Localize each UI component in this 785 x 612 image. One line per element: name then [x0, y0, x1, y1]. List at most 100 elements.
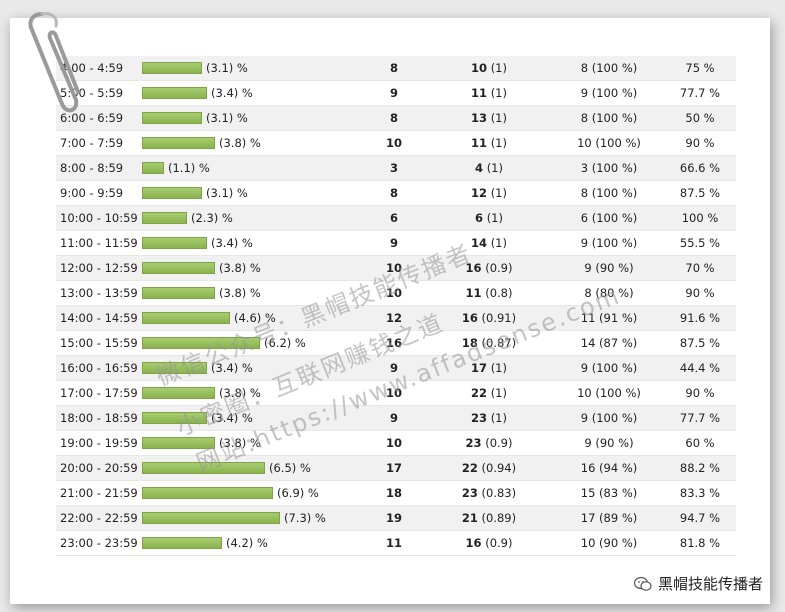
share-percent-label: (4.2) % [226, 536, 268, 550]
table-row: 12:00 - 12:59 (3.8) % 10 16 (0.9) 9 (90 %) 70… [56, 255, 736, 281]
time-range-cell: 20:00 - 20:59 [56, 455, 142, 481]
pages-cell: 17 (1) [424, 355, 554, 381]
time-range-cell: 19:00 - 19:59 [56, 430, 142, 456]
pages-note: (1) [490, 86, 507, 100]
pages-cell: 22 (1) [424, 380, 554, 406]
bounce-rate-cell: 87.5 % [664, 180, 736, 206]
share-percent-label: (3.4) % [211, 236, 253, 250]
visits-cell: 8 [364, 105, 424, 131]
visits-cell: 16 [364, 330, 424, 356]
pages-value: 21 [461, 511, 478, 525]
share-bar [142, 312, 230, 324]
bounce-rate-cell: 87.5 % [664, 330, 736, 356]
pages-cell: 4 (1) [424, 155, 554, 181]
visits-cell: 11 [364, 530, 424, 556]
share-bar [142, 387, 215, 399]
visits-cell: 9 [364, 355, 424, 381]
table-row: 18:00 - 18:59 (3.4) % 9 23 (1) 9 (100 %) 77.7… [56, 405, 736, 431]
time-range-cell: 17:00 - 17:59 [56, 380, 142, 406]
pages-cell: 11 (1) [424, 130, 554, 156]
share-percent-label: (1.1) % [168, 161, 210, 175]
pages-value: 13 [471, 111, 488, 125]
share-cell: (3.1) % [142, 105, 364, 131]
bounce-rate-cell: 90 % [664, 280, 736, 306]
pages-note: (0.87) [481, 336, 517, 350]
new-visits-cell: 10 (100 %) [554, 130, 664, 156]
visits-cell: 17 [364, 455, 424, 481]
bounce-rate-cell: 100 % [664, 205, 736, 231]
pages-note: (1) [486, 211, 503, 225]
pages-note: (1) [490, 136, 507, 150]
table-row: 8:00 - 8:59 (1.1) % 3 4 (1) 3 (100 %) 66.6 % [56, 155, 736, 181]
visits-cell: 8 [364, 56, 424, 81]
time-range-cell: 7:00 - 7:59 [56, 130, 142, 156]
table-row: 10:00 - 10:59 (2.3) % 6 6 (1) 6 (100 %) 100 % [56, 205, 736, 231]
new-visits-cell: 9 (90 %) [554, 430, 664, 456]
pages-cell: 14 (1) [424, 230, 554, 256]
new-visits-cell: 8 (80 %) [554, 280, 664, 306]
share-cell: (6.5) % [142, 455, 364, 481]
time-range-cell: 13:00 - 13:59 [56, 280, 142, 306]
share-bar [142, 137, 215, 149]
pages-cell: 23 (0.83) [424, 480, 554, 506]
pages-value: 23 [465, 436, 482, 450]
time-range-cell: 15:00 - 15:59 [56, 330, 142, 356]
new-visits-cell: 17 (89 %) [554, 505, 664, 531]
pages-note: (0.94) [481, 461, 517, 475]
table-row: 19:00 - 19:59 (3.8) % 10 23 (0.9) 9 (90 %) 60… [56, 430, 736, 456]
pages-value: 23 [471, 411, 488, 425]
visits-cell: 18 [364, 480, 424, 506]
visits-cell: 9 [364, 80, 424, 106]
new-visits-cell: 11 (91 %) [554, 305, 664, 331]
share-bar [142, 512, 280, 524]
pages-note: (0.89) [481, 511, 517, 525]
time-range-cell: 12:00 - 12:59 [56, 255, 142, 281]
visits-cell: 9 [364, 230, 424, 256]
share-cell: (6.2) % [142, 330, 364, 356]
share-percent-label: (3.1) % [206, 61, 248, 75]
table-row: 22:00 - 22:59 (7.3) % 19 21 (0.89) 17 (89 %)… [56, 505, 736, 531]
share-bar [142, 62, 202, 74]
share-percent-label: (3.4) % [211, 411, 253, 425]
share-bar [142, 362, 207, 374]
pages-value: 23 [461, 486, 478, 500]
share-cell: (3.4) % [142, 80, 364, 106]
table-row: 13:00 - 13:59 (3.8) % 10 11 (0.8) 8 (80 %) 90… [56, 280, 736, 306]
visits-cell: 10 [364, 255, 424, 281]
visits-cell: 12 [364, 305, 424, 331]
share-bar [142, 237, 207, 249]
share-percent-label: (6.5) % [269, 461, 311, 475]
pages-note: (0.9) [485, 536, 513, 550]
table-row: 7:00 - 7:59 (3.8) % 10 11 (1) 10 (100 %) 90 % [56, 130, 736, 156]
share-cell: (3.4) % [142, 355, 364, 381]
share-cell: (3.1) % [142, 180, 364, 206]
pages-value: 10 [471, 61, 488, 75]
time-range-cell: 14:00 - 14:59 [56, 305, 142, 331]
share-percent-label: (3.1) % [206, 111, 248, 125]
share-bar [142, 412, 207, 424]
new-visits-cell: 3 (100 %) [554, 155, 664, 181]
paperclip-icon [28, 12, 80, 113]
bounce-rate-cell: 81.8 % [664, 530, 736, 556]
time-range-cell: 23:00 - 23:59 [56, 530, 142, 556]
pages-note: (1) [490, 386, 507, 400]
pages-note: (1) [490, 236, 507, 250]
time-range-cell: 8:00 - 8:59 [56, 155, 142, 181]
pages-cell: 10 (1) [424, 56, 554, 81]
pages-cell: 11 (0.8) [424, 280, 554, 306]
new-visits-cell: 8 (100 %) [554, 105, 664, 131]
new-visits-cell: 9 (90 %) [554, 255, 664, 281]
table-row: 11:00 - 11:59 (3.4) % 9 14 (1) 9 (100 %) 55.5… [56, 230, 736, 256]
pages-note: (1) [490, 361, 507, 375]
pages-note: (1) [490, 186, 507, 200]
new-visits-cell: 15 (83 %) [554, 480, 664, 506]
time-range-cell: 6:00 - 6:59 [56, 105, 142, 131]
share-cell: (3.8) % [142, 130, 364, 156]
share-percent-label: (3.8) % [219, 386, 261, 400]
bounce-rate-cell: 70 % [664, 255, 736, 281]
share-cell: (3.8) % [142, 380, 364, 406]
pages-cell: 16 (0.9) [424, 530, 554, 556]
visits-cell: 8 [364, 180, 424, 206]
time-range-cell: 9:00 - 9:59 [56, 180, 142, 206]
bounce-rate-cell: 60 % [664, 430, 736, 456]
